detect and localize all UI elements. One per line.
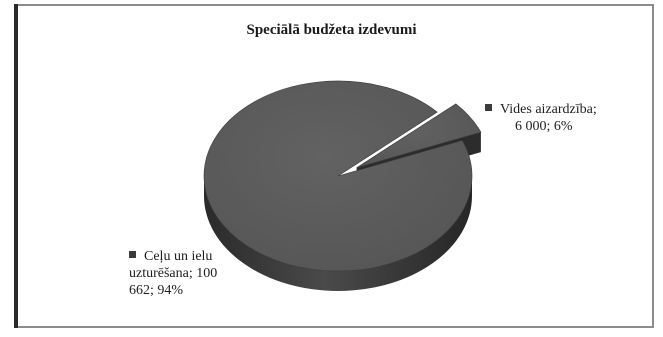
legend-marker-celu xyxy=(129,251,136,258)
chart-title: Speciālā budžeta izdevumi xyxy=(246,22,417,38)
slice-label-vides: Vides aizardzība; 6 000; 6% xyxy=(485,101,605,135)
slice-label-vides-line1: Vides aizardzība; xyxy=(500,102,597,117)
slice-label-celu-line3: 662; 94% xyxy=(129,283,184,298)
legend-marker-vides xyxy=(485,104,492,111)
slice-label-celu-line2: uzturēšana; 100 xyxy=(129,266,218,281)
frame-left-shade xyxy=(14,4,18,328)
pie-slice-celu xyxy=(203,80,473,272)
slice-label-celu-line1: Ceļu un ielu xyxy=(144,249,213,264)
pie-slice-vides xyxy=(356,103,482,168)
slice-label-vides-line2: 6 000; 6% xyxy=(515,119,573,134)
slice-label-celu: Ceļu un ielu uzturēšana; 100 662; 94% xyxy=(129,248,229,299)
pie-side-1 xyxy=(204,176,472,291)
